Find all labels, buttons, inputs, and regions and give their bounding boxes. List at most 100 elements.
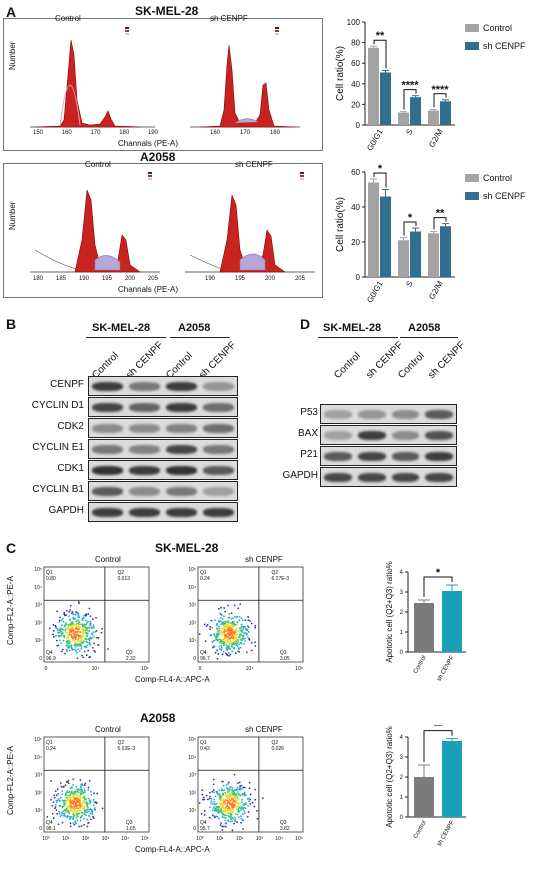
flow-event [77, 788, 80, 790]
flow-event [204, 640, 207, 643]
x-tick-label: G2/M [427, 127, 445, 149]
flow-event [50, 780, 52, 782]
flow-event [217, 810, 220, 813]
tick: 180 [33, 276, 44, 282]
quadrant-q4-label: Q4 [46, 820, 53, 826]
flow-event [230, 612, 233, 615]
flow-event [63, 613, 66, 615]
flow-event [238, 810, 241, 812]
legend-label: sh CENPF [483, 191, 526, 201]
flow-event [84, 626, 87, 629]
flow-event [89, 812, 92, 815]
tick: 195 [101, 276, 112, 282]
y-axis-label: Cell ratio(%) [335, 46, 346, 101]
flow-event [216, 622, 218, 625]
flow-event [72, 618, 75, 621]
quadrant-q4-value: 96.9 [46, 656, 56, 662]
flow-event [227, 604, 229, 607]
blot-row-label: GAPDH [48, 504, 84, 516]
blot-strip [320, 425, 457, 445]
flow-event [85, 638, 88, 641]
flow-event [93, 807, 96, 809]
flow-event [234, 633, 237, 636]
blot-strip [88, 460, 238, 480]
flow-event [237, 641, 239, 643]
flow-event [64, 614, 66, 617]
significance-label: ** [436, 208, 445, 220]
blot-band [425, 472, 453, 482]
bar [414, 777, 434, 817]
flow-event [65, 644, 67, 647]
flow-event [84, 809, 87, 812]
flow-event [68, 800, 71, 802]
y-tick-label: 40 [351, 203, 360, 212]
flow-event [71, 649, 74, 652]
flow-event [83, 623, 86, 626]
quadrant-q4-value: 95.7 [200, 826, 210, 832]
blot-band [92, 507, 123, 517]
flow-event [62, 814, 65, 817]
flow-event [58, 619, 61, 622]
flow-event [93, 792, 96, 795]
flow-event [80, 641, 83, 644]
flow-event [52, 817, 55, 820]
flow-y-axis-label: Comp-FL2-A::PE-A [6, 576, 15, 645]
flow-event [219, 808, 222, 811]
flow-event [231, 642, 233, 645]
blot-strip [88, 376, 238, 396]
flow-event [234, 798, 237, 801]
flow-event [77, 616, 79, 618]
flow-event [226, 635, 229, 637]
flow-event [218, 627, 221, 630]
flow-event [64, 811, 67, 814]
flow-event [217, 817, 220, 820]
flow-event [256, 817, 259, 820]
flow-event [57, 823, 60, 826]
flow-event [222, 805, 225, 808]
flow-event [226, 630, 229, 632]
flow-event [76, 612, 79, 614]
flow-event [64, 625, 66, 628]
flow-event [70, 629, 73, 632]
flow-event [61, 648, 64, 651]
flow-event [86, 644, 89, 647]
flow-event [81, 619, 84, 621]
flow-event [224, 803, 226, 805]
flow-event [242, 819, 244, 822]
blot-row-label: GAPDH [282, 469, 318, 481]
flow-event [90, 794, 93, 796]
flow-event [237, 639, 239, 641]
flow-event [89, 801, 91, 804]
y-tick-label: 20 [351, 238, 360, 247]
flow-event [230, 818, 233, 821]
flow-event [57, 792, 60, 795]
flow-event [223, 799, 226, 802]
flow-event [202, 796, 205, 799]
flow-event [55, 809, 58, 811]
flow-event [211, 803, 214, 806]
flow-event [248, 781, 251, 784]
flow-event [67, 639, 70, 642]
flow-event [82, 791, 85, 794]
flow-event [58, 621, 61, 623]
bar [368, 182, 379, 277]
flow-event [75, 611, 77, 613]
flow-event [68, 812, 71, 815]
flow-event [235, 640, 238, 643]
flow-event [215, 805, 218, 808]
tick: 150 [33, 130, 44, 136]
tick: 195 [234, 276, 245, 282]
quadrant-q3-label: Q3 [126, 650, 133, 656]
flow-event [71, 787, 73, 789]
flow-event [76, 790, 79, 793]
flow-event [203, 623, 206, 626]
flow-event [72, 632, 75, 635]
blot-band [324, 409, 352, 419]
x-tick-label: 10⁰ [196, 836, 204, 842]
flow-event [218, 638, 221, 641]
blot-strip [320, 467, 457, 487]
flow-event [212, 807, 215, 810]
x-tick-label: 10⁴ [121, 836, 129, 842]
flow-event [224, 620, 227, 623]
flow-event [233, 795, 236, 798]
